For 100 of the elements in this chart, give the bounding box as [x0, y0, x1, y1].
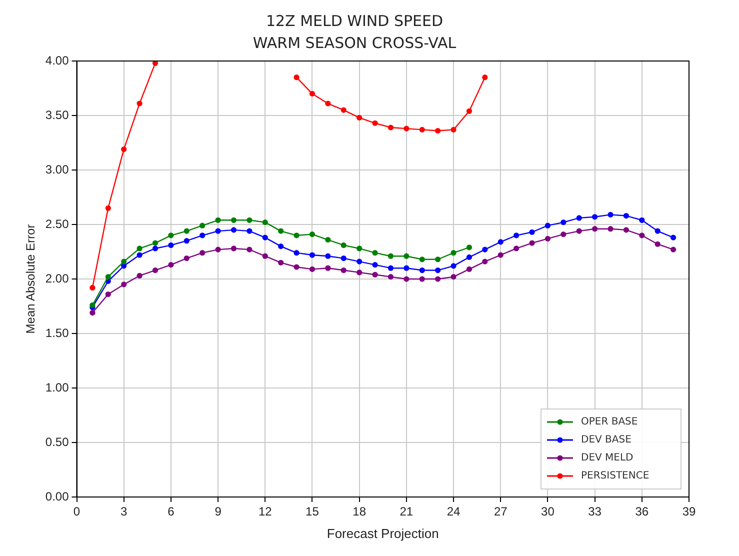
- point: [623, 227, 630, 233]
- point: [200, 232, 206, 238]
- point: [356, 270, 362, 276]
- point: [200, 250, 206, 256]
- point: [404, 253, 410, 259]
- y-tick-label: 0.00: [45, 489, 70, 504]
- y-tick-label: 0.50: [45, 434, 70, 449]
- point: [388, 124, 394, 130]
- point: [404, 276, 410, 282]
- point: [246, 228, 252, 234]
- point: [152, 240, 158, 246]
- point: [90, 284, 96, 291]
- x-tick-label: 12: [258, 504, 272, 519]
- x-tick-label: 21: [400, 504, 414, 519]
- point: [639, 232, 645, 238]
- point: [623, 212, 630, 219]
- point: [372, 272, 378, 278]
- y-tick-label: 3.00: [45, 162, 70, 176]
- point: [230, 217, 237, 223]
- point: [356, 258, 362, 264]
- point: [340, 267, 346, 274]
- point: [105, 205, 111, 211]
- point: [90, 310, 96, 316]
- y-tick-label: 1.00: [45, 380, 70, 394]
- legend-label: OPER BASE: [581, 416, 638, 428]
- x-tick-label: 27: [494, 504, 508, 519]
- x-tick-label: 33: [588, 504, 602, 519]
- point: [544, 236, 551, 242]
- point: [168, 232, 174, 238]
- legend-label: PERSISTENCE: [581, 470, 650, 482]
- y-tick-label: 2.00: [45, 271, 70, 286]
- point: [466, 244, 472, 250]
- legend-label: DEV BASE: [581, 434, 632, 446]
- point: [670, 246, 676, 252]
- point: [498, 252, 504, 258]
- point: [482, 74, 488, 80]
- y-tick-label: 2.50: [45, 216, 70, 231]
- x-axis-title: Forecast Projection: [326, 526, 439, 541]
- x-tick-label: 0: [73, 504, 80, 519]
- y-axis-title: Mean Absolute Error: [24, 224, 38, 334]
- point: [639, 217, 645, 223]
- point: [435, 128, 441, 134]
- point: [450, 126, 456, 132]
- point: [450, 274, 456, 280]
- point: [340, 255, 346, 262]
- point: [654, 241, 660, 247]
- x-tick-label: 39: [682, 504, 696, 519]
- point: [121, 146, 127, 152]
- point: [246, 217, 252, 223]
- x-tick-label: 30: [541, 504, 555, 519]
- point: [356, 246, 362, 252]
- legend-label: DEV MELD: [581, 452, 634, 464]
- x-tick-label: 24: [446, 504, 461, 519]
- point: [544, 222, 551, 228]
- point: [576, 215, 582, 221]
- point: [121, 282, 127, 288]
- point: [529, 240, 535, 246]
- point: [262, 220, 268, 226]
- point: [230, 227, 237, 233]
- point: [466, 108, 472, 114]
- point: [184, 255, 190, 262]
- point: [246, 246, 252, 252]
- point: [230, 246, 237, 252]
- point: [419, 267, 425, 274]
- point: [498, 239, 504, 245]
- chart-subtitle: WARM SEASON CROSS-VAL: [252, 34, 457, 52]
- x-tick-label: 18: [352, 504, 366, 519]
- point: [325, 253, 331, 259]
- point: [121, 258, 127, 264]
- point: [654, 228, 660, 234]
- point: [309, 252, 316, 258]
- y-tick-label: 4.00: [45, 53, 70, 68]
- x-tick-label: 15: [306, 504, 320, 519]
- point: [560, 220, 566, 226]
- point: [404, 265, 410, 271]
- point: [136, 272, 142, 279]
- point: [136, 246, 142, 252]
- point: [309, 90, 316, 96]
- point: [184, 228, 190, 234]
- point: [608, 212, 614, 218]
- point: [435, 276, 441, 282]
- point: [325, 265, 331, 271]
- point: [450, 263, 456, 269]
- point: [294, 232, 300, 238]
- point: [152, 267, 158, 274]
- point: [419, 256, 425, 262]
- point: [608, 226, 614, 232]
- point: [168, 262, 174, 268]
- point: [576, 228, 582, 234]
- point: [340, 107, 346, 113]
- point: [309, 266, 316, 272]
- point: [560, 232, 566, 238]
- x-tick-label: 36: [635, 504, 649, 519]
- point: [294, 74, 300, 80]
- point: [215, 228, 221, 234]
- point: [152, 61, 158, 66]
- y-tick-label: 1.50: [45, 326, 70, 340]
- point: [514, 232, 520, 238]
- point: [152, 246, 158, 252]
- point: [215, 246, 221, 252]
